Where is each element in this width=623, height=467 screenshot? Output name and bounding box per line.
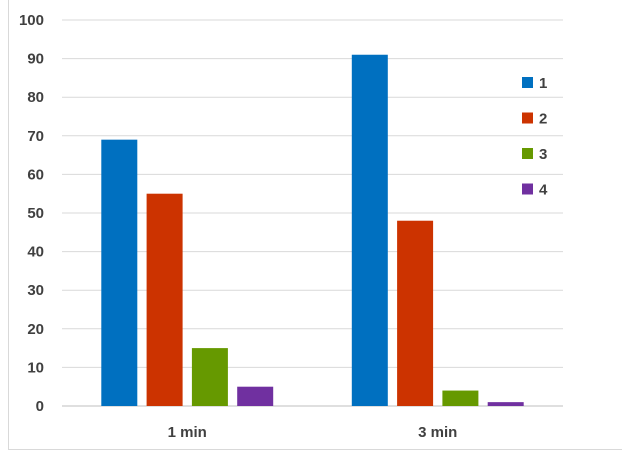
y-tick-label: 0 <box>36 398 44 415</box>
y-tick-label: 60 <box>27 166 44 183</box>
y-tick-label: 30 <box>27 282 44 299</box>
bar-1-min-series-3 <box>191 348 228 406</box>
legend-swatch-2 <box>522 112 533 124</box>
bar-1-min-series-1 <box>101 139 138 406</box>
bar-3-min-series-4 <box>487 402 524 406</box>
y-tick-label: 50 <box>27 205 44 222</box>
y-tick-label: 10 <box>27 359 44 376</box>
legend: 1 2 3 4 <box>522 75 548 199</box>
bar-3-min-series-1 <box>351 54 388 407</box>
legend-swatch-1 <box>522 77 533 88</box>
y-tick-label: 90 <box>27 51 44 68</box>
y-tick-label: 80 <box>27 89 44 106</box>
y-tick-label: 100 <box>19 12 44 29</box>
chart-frame <box>8 0 622 450</box>
x-tick-label: 1 min <box>168 424 207 441</box>
y-axis-ticks: 0 10 20 30 40 50 60 70 80 90 100 <box>19 12 44 415</box>
bar-3-min-series-3 <box>442 390 479 406</box>
y-tick-label: 20 <box>27 321 44 338</box>
y-tick-label: 40 <box>27 244 44 261</box>
bar-3-min-series-2 <box>397 220 434 406</box>
legend-swatch-4 <box>522 183 533 195</box>
legend-swatch-3 <box>522 148 533 159</box>
bars <box>101 54 524 407</box>
legend-label-1: 1 <box>539 75 547 92</box>
gridlines <box>62 19 563 407</box>
bar-1-min-series-4 <box>237 386 274 406</box>
legend-label-4: 4 <box>539 182 548 199</box>
y-tick-label: 70 <box>27 128 44 145</box>
x-axis-ticks: 1 min 3 min <box>168 424 458 441</box>
legend-label-2: 2 <box>539 111 547 128</box>
bar-1-min-series-2 <box>146 193 183 406</box>
x-tick-label: 3 min <box>418 424 457 441</box>
legend-label-3: 3 <box>539 146 547 163</box>
